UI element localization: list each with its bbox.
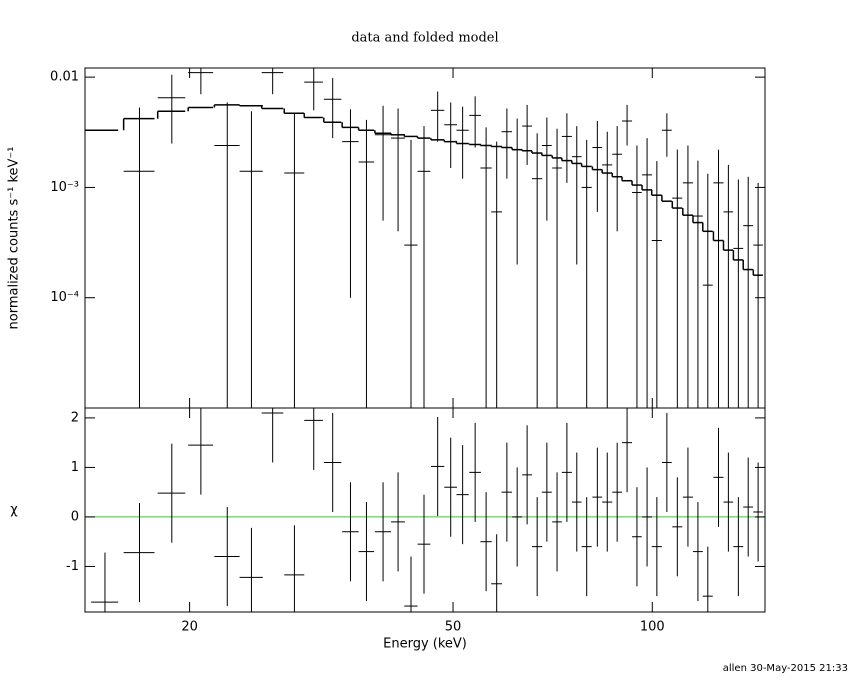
y-axis-label: χ (10, 503, 18, 518)
y-tick-label: 1 (71, 460, 79, 475)
x-tick-label: 100 (640, 620, 665, 635)
panel-frame (84, 67, 766, 409)
x-axis-label: Energy (keV) (383, 637, 467, 652)
y-tick-label: -1 (66, 559, 79, 574)
x-tick-label: 50 (445, 620, 462, 635)
top-plot (85, 68, 763, 408)
panel-frame (84, 407, 766, 613)
y-tick-label: 0.01 (50, 70, 79, 85)
y-tick-label: 10⁻⁴ (50, 290, 79, 305)
x-tick-label: 20 (181, 620, 198, 635)
y-tick-label: 10⁻³ (50, 180, 79, 195)
chart-title: data and folded model (351, 31, 498, 46)
y-tick-label: 2 (71, 410, 79, 425)
footer: allen 30-May-2015 21:33 (723, 663, 848, 674)
bottom-plot (85, 408, 765, 612)
y-tick-label: 0 (71, 509, 79, 524)
y-axis-label: normalized counts s⁻¹ keV⁻¹ (7, 147, 22, 330)
